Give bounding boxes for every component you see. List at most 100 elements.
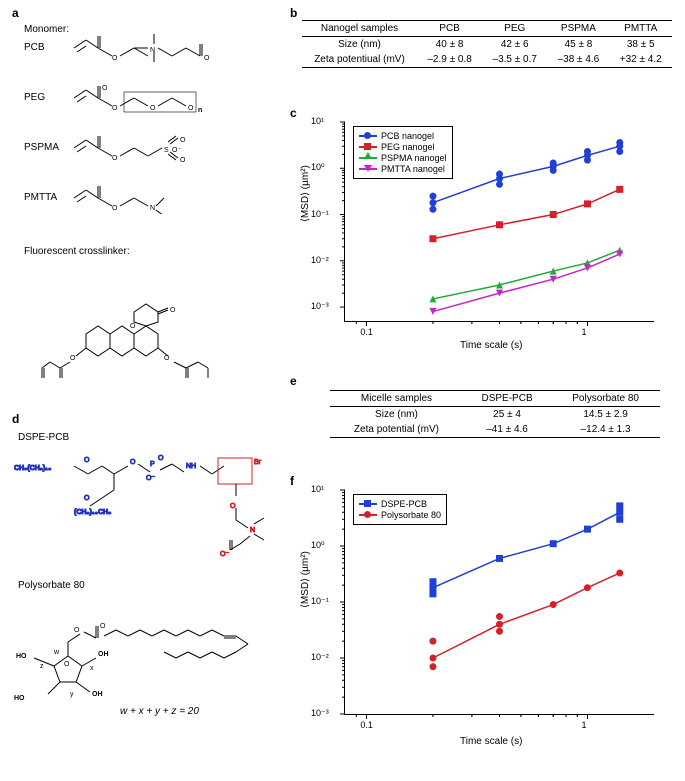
pmtta-text: PMTTA (24, 192, 57, 203)
te-r0c0: Size (nm) (330, 407, 463, 423)
svg-text:N: N (250, 527, 255, 534)
chart-c-ylabel: ⟨MSD⟩ (µm²) (300, 165, 311, 222)
tb-h0: Nanogel samples (302, 21, 417, 37)
chart-c: 10⁻³10⁻²10⁻¹10⁰10¹0.11PCB nanogelPEG nan… (344, 122, 654, 322)
svg-text:O: O (74, 627, 80, 634)
panel-e-label: e (290, 374, 297, 388)
tb-h1: PCB (417, 21, 482, 37)
fluor-header: Fluorescent crosslinker: (24, 246, 130, 257)
chart-f-ylabel: ⟨MSD⟩ (µm²) (300, 551, 311, 608)
ytick-label: 10⁰ (311, 540, 337, 551)
svg-text:O: O (188, 105, 194, 112)
pspma-text: PSPMA (24, 142, 59, 153)
ytick-label: 10⁻¹ (311, 209, 337, 220)
pcb-text: PCB (24, 42, 45, 53)
panel-a-label: a (12, 6, 19, 20)
ytick-label: 10⁻³ (311, 301, 337, 312)
svg-text:N: N (150, 205, 155, 212)
chart-f: 10⁻³10⁻²10⁻¹10⁰10¹0.11DSPE-PCBPolysorbat… (344, 490, 654, 715)
te-r0c2: 14.5 ± 2.9 (551, 407, 660, 423)
svg-text:O: O (70, 355, 76, 362)
svg-text:O: O (204, 55, 210, 62)
ytick-label: 10¹ (311, 116, 337, 126)
te-h0: Micelle samples (330, 391, 463, 407)
svg-text:HO: HO (16, 653, 27, 660)
svg-text:OH: OH (98, 651, 109, 658)
svg-text:O⁻: O⁻ (220, 551, 229, 558)
legend-label: PMTTA nanogel (381, 164, 445, 174)
tb-h2: PEG (482, 21, 547, 37)
legend-item: Polysorbate 80 (359, 510, 441, 520)
te-r1c2: –12.4 ± 1.3 (551, 422, 660, 438)
svg-text:S: S (164, 147, 169, 154)
legend-label: PCB nanogel (381, 131, 434, 141)
ytick-label: 10⁻³ (311, 708, 337, 719)
svg-text:O: O (102, 85, 108, 92)
legend-item: PCB nanogel (359, 131, 447, 141)
table-b: Nanogel samples PCB PEG PSPMA PMTTA Size… (302, 20, 672, 68)
panel-c-label: c (290, 106, 297, 120)
tb-r1c2: –3.5 ± 0.7 (482, 52, 547, 68)
svg-text:z: z (40, 663, 44, 670)
legend-label: Polysorbate 80 (381, 510, 441, 520)
pspma-structure: O S OOO⁻ (72, 130, 222, 166)
svg-text:O: O (130, 323, 136, 330)
svg-text:O: O (180, 157, 186, 164)
tb-r0c1: 40 ± 8 (417, 37, 482, 53)
xtick-label: 0.1 (360, 327, 373, 337)
svg-text:O: O (100, 623, 106, 630)
svg-text:O: O (112, 155, 118, 162)
svg-text:O: O (112, 205, 118, 212)
peg-text: PEG (24, 92, 45, 103)
svg-text:OH: OH (92, 691, 103, 698)
svg-text:HO: HO (14, 695, 25, 702)
tb-r1c0: Zeta potentiual (mV) (302, 52, 417, 68)
panel-d-label: d (12, 412, 19, 426)
legend-label: DSPE-PCB (381, 499, 427, 509)
svg-text:n: n (198, 107, 202, 114)
tb-r0c0: Size (nm) (302, 37, 417, 53)
legend-item: PMTTA nanogel (359, 164, 447, 174)
monomer-header: Monomer: (24, 24, 69, 35)
svg-text:O⁻: O⁻ (146, 475, 155, 482)
tb-r1c1: –2.9 ± 0.8 (417, 52, 482, 68)
svg-text:O: O (150, 105, 156, 112)
ytick-label: 10⁻² (311, 255, 337, 266)
xtick-label: 1 (581, 327, 586, 337)
svg-text:O: O (130, 459, 136, 466)
ytick-label: 10⁻² (311, 652, 337, 663)
te-r1c0: Zeta potential (mV) (330, 422, 463, 438)
tb-r0c3: 45 ± 8 (547, 37, 609, 53)
chart-c-xlabel: Time scale (s) (460, 340, 522, 351)
legend-item: PEG nanogel (359, 142, 447, 152)
ytick-label: 10¹ (311, 484, 337, 494)
svg-text:y: y (70, 691, 74, 698)
ytick-label: 10⁰ (311, 162, 337, 173)
svg-text:O: O (164, 355, 170, 362)
polysorbate80-text: Polysorbate 80 (18, 580, 85, 591)
polysorbate80-structure: O HO HO OH OH zxwy O O (14, 596, 284, 716)
fluorescent-crosslinker-structure: O O O O (40, 264, 240, 384)
tb-h3: PSPMA (547, 21, 609, 37)
tb-r0c4: 38 ± 5 (610, 37, 673, 53)
svg-text:O: O (112, 55, 118, 62)
dspe-pcb-text: DSPE-PCB (18, 432, 69, 443)
svg-text:Br: Br (254, 459, 262, 466)
tb-r1c3: –38 ± 4.6 (547, 52, 609, 68)
svg-text:O⁻: O⁻ (172, 147, 181, 154)
dspe-pcb-structure: CH₃(CH₂)₁₆ O (CH₂)₁₆CH₃ O O P O⁻O NH Br … (14, 450, 274, 560)
svg-text:O: O (158, 455, 164, 462)
chart-legend: DSPE-PCBPolysorbate 80 (353, 494, 447, 525)
legend-item: PSPMA nanogel (359, 153, 447, 163)
te-h1: DSPE-PCB (463, 391, 551, 407)
svg-text:O: O (64, 661, 70, 668)
pmtta-structure: O N (72, 180, 222, 214)
tb-r1c4: +32 ± 4.2 (610, 52, 673, 68)
ytick-label: 10⁻¹ (311, 596, 337, 607)
legend-item: DSPE-PCB (359, 499, 441, 509)
peg-structure: O O O On (72, 80, 222, 114)
svg-text:w: w (53, 649, 60, 656)
panel-f-label: f (290, 474, 294, 488)
table-e: Micelle samples DSPE-PCB Polysorbate 80 … (330, 390, 660, 438)
svg-text:P: P (150, 461, 155, 468)
